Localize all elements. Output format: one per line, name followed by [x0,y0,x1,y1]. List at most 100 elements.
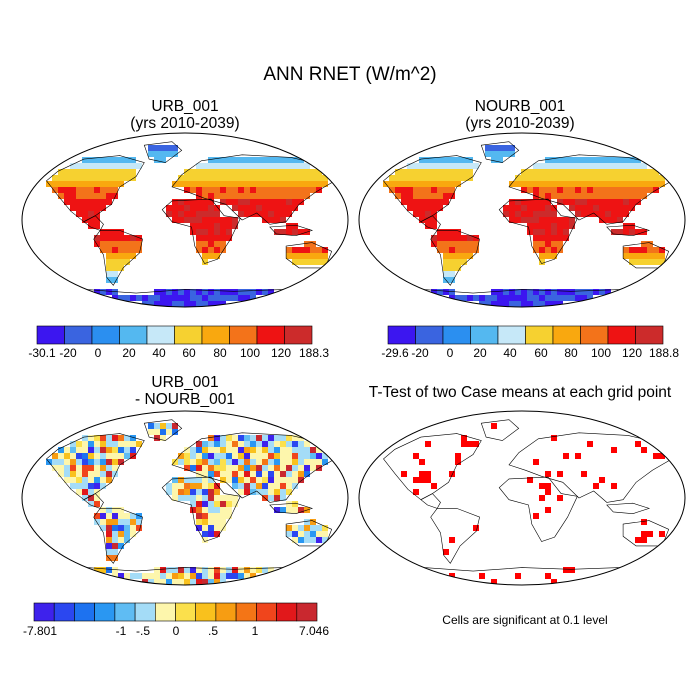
grid-cell [88,477,94,483]
grid-cell [226,235,232,241]
grid-cell [52,175,58,181]
grid-cell [431,289,437,295]
grid-cell [292,453,298,459]
grid-cell [94,187,100,193]
grid-cell [220,217,226,223]
northAmerica-coastline [46,155,145,223]
grid-cell [118,531,124,537]
grid-cell [521,175,527,181]
grid-cell [473,295,479,301]
grid-cell [539,495,545,501]
cb1-tick-label: 0 [94,346,102,360]
grid-cell [557,217,563,223]
grid-cell [617,205,623,211]
grid-cell [196,217,202,223]
grid-cell [106,199,112,205]
grid-cell [238,175,244,181]
grid-cell [310,519,316,525]
grid-cell [196,163,202,169]
grid-cell [443,265,449,271]
grid-cell [244,447,250,453]
grid-cell [184,495,190,501]
grid-cell [82,187,88,193]
grid-cell [503,211,509,217]
grid-cell [112,289,118,295]
cb2-tick-label: 20 [473,346,487,360]
grid-cell [280,459,286,465]
grid-cell [130,513,136,519]
grid-cell [106,229,112,235]
grid-cell [419,459,425,465]
grid-cell [136,525,142,531]
grid-cell [497,157,503,163]
grid-cell [545,241,551,247]
grid-cell [437,157,443,163]
grid-cell [118,513,124,519]
grid-cell [148,579,154,585]
grid-cell [304,241,310,247]
grid-cell [112,519,118,525]
grid-cell [232,175,238,181]
grid-cell [106,271,112,277]
grid-cell [617,211,623,217]
grid-cell [112,277,118,283]
grid-cell [130,157,136,163]
grid-cell [232,495,238,501]
grid-cell [202,525,208,531]
grid-cell [286,223,292,229]
grid-cell [148,145,154,151]
grid-cell [94,477,100,483]
grid-cell [226,441,232,447]
grid-cell [515,289,521,295]
grid-cell [220,187,226,193]
grid-cell [100,193,106,199]
grid-cell [238,459,244,465]
grid-cell [166,295,172,301]
grid-cell [455,295,461,301]
grid-cell [88,181,94,187]
colorbar-swatch [580,325,609,345]
grid-cell [142,295,148,301]
grid-cell [82,199,88,205]
grid-cell [178,295,184,301]
grid-cell [190,181,196,187]
grid-cell [551,579,557,585]
grid-cell [509,289,515,295]
grid-cell [250,483,256,489]
grid-cell [214,501,220,507]
grid-cell [280,471,286,477]
grid-cell [515,573,521,579]
cb2-tick-label: -29.6 [381,346,409,360]
grid-cell [286,453,292,459]
grid-cell [262,181,268,187]
grid-cell [587,289,593,295]
grid-cell [202,513,208,519]
grid-cell [178,199,184,205]
grid-cell [214,495,220,501]
grid-cell [587,199,593,205]
grid-cell [449,295,455,301]
grid-cell [629,247,635,253]
indonesia-coastline [269,224,314,237]
map-3-frame [21,410,349,586]
grid-cell [268,199,274,205]
grid-cell [184,483,190,489]
grid-cell [250,477,256,483]
grid-cell [88,501,94,507]
grid-cell [130,531,136,537]
grid-cell [106,193,112,199]
grid-cell [88,447,94,453]
grid-cell [527,169,533,175]
panel-1-title-line1: URB_001 [151,98,219,115]
grid-cell [629,175,635,181]
grid-cell [124,453,130,459]
grid-cell [214,525,220,531]
grid-cell [304,163,310,169]
grid-cell [268,489,274,495]
grid-cell [88,157,94,163]
grid-cell [244,453,250,459]
grid-cell [316,259,322,265]
grid-cell [575,289,581,295]
greenland-coastline [480,419,520,441]
grid-cell [545,573,551,579]
